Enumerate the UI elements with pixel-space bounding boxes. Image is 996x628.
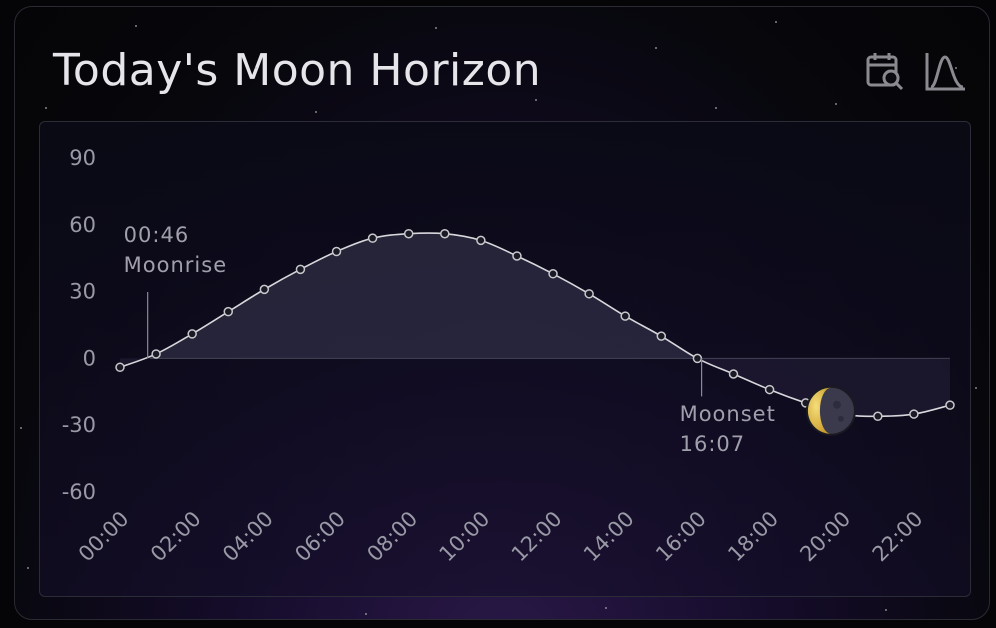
data-point <box>764 384 775 395</box>
star-decoration <box>955 67 957 69</box>
star-decoration <box>255 67 257 69</box>
data-point <box>223 306 234 317</box>
x-tick-label: 14:00 <box>579 507 639 567</box>
y-tick-label: 90 <box>69 146 96 170</box>
star-decoration <box>135 25 137 27</box>
moonrise-time: 00:46 <box>124 223 190 247</box>
data-point <box>909 409 919 419</box>
card-title: Today's Moon Horizon <box>53 45 542 96</box>
star-decoration <box>975 387 977 389</box>
data-point <box>584 289 594 299</box>
data-point <box>512 251 522 261</box>
star-decoration <box>20 427 22 429</box>
star-decoration <box>605 607 607 609</box>
y-tick-label: 30 <box>69 280 96 304</box>
data-point <box>476 235 486 246</box>
data-point <box>367 233 378 243</box>
data-point <box>692 353 703 364</box>
data-point <box>440 228 450 239</box>
x-tick-label: 08:00 <box>362 507 422 567</box>
x-tick-label: 16:00 <box>651 507 711 567</box>
star-decoration <box>715 107 717 109</box>
data-point <box>259 284 270 295</box>
data-point <box>331 246 342 257</box>
y-tick-label: 0 <box>83 346 96 370</box>
star-decoration <box>835 103 837 105</box>
moonset-time: 16:07 <box>680 432 746 456</box>
x-tick-label: 18:00 <box>723 507 783 567</box>
area-below-horizon <box>120 358 950 417</box>
x-tick-label: 02:00 <box>146 507 206 567</box>
data-point <box>620 311 630 321</box>
data-point <box>548 269 558 279</box>
data-point <box>151 349 161 359</box>
data-point <box>945 400 955 410</box>
data-point <box>656 331 667 341</box>
data-point <box>115 362 125 373</box>
star-decoration <box>775 21 777 23</box>
moon-crater <box>832 400 841 409</box>
star-decoration <box>535 99 537 101</box>
moonset-label: Moonset <box>680 402 776 426</box>
moon-horizon-card: Today's Moon Horizon 90 60 30 0 -30 -60 <box>14 6 990 620</box>
data-point <box>295 264 306 275</box>
x-tick-label: 20:00 <box>796 507 856 567</box>
x-tick-label: 00:00 <box>74 507 134 567</box>
area-above-horizon <box>145 233 698 359</box>
star-decoration <box>315 111 317 113</box>
star-decoration <box>45 107 47 109</box>
moonrise-label: Moonrise <box>124 253 227 277</box>
star-decoration <box>365 613 367 615</box>
y-tick-label: -30 <box>62 413 96 437</box>
data-point <box>187 329 197 339</box>
moon-lit-crescent <box>807 387 831 434</box>
star-decoration <box>435 27 437 29</box>
x-tick-label: 22:00 <box>868 507 928 567</box>
star-decoration <box>885 609 887 611</box>
data-point <box>728 369 739 379</box>
data-point <box>403 228 414 239</box>
data-point <box>873 411 883 422</box>
star-decoration <box>27 567 29 569</box>
x-tick-label: 12:00 <box>507 507 567 567</box>
x-tick-label: 04:00 <box>218 507 278 567</box>
chart-curve-icon[interactable] <box>923 49 967 93</box>
chart-area: 90 60 30 0 -30 -60 00:00 02:00 04:00 06:00 08:00 1… <box>39 121 971 597</box>
x-tick-label: 06:00 <box>290 507 350 567</box>
y-tick-label: -60 <box>62 480 96 504</box>
y-tick-label: 60 <box>69 213 96 237</box>
moon-crater <box>837 415 844 422</box>
star-decoration <box>655 47 657 49</box>
calendar-search-icon[interactable] <box>863 49 907 93</box>
x-tick-label: 10:00 <box>435 507 495 567</box>
